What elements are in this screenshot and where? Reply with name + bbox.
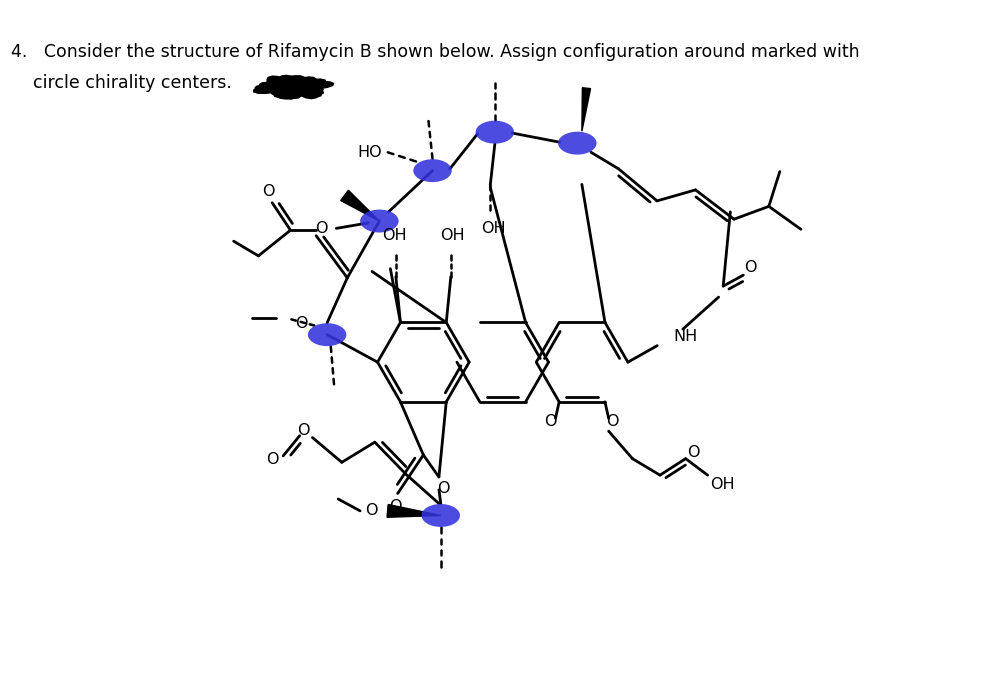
Text: O: O xyxy=(544,415,556,430)
Ellipse shape xyxy=(360,209,399,233)
Text: O: O xyxy=(437,482,450,497)
Text: O: O xyxy=(744,261,757,275)
Ellipse shape xyxy=(422,504,460,527)
Text: circle chirality centers.: circle chirality centers. xyxy=(11,73,231,92)
Polygon shape xyxy=(254,76,315,98)
Polygon shape xyxy=(267,77,324,98)
Text: OH: OH xyxy=(382,228,407,243)
Text: O: O xyxy=(316,221,328,236)
Text: O: O xyxy=(365,503,378,518)
Polygon shape xyxy=(341,190,380,221)
Ellipse shape xyxy=(308,324,347,346)
Polygon shape xyxy=(582,88,590,131)
Text: NH: NH xyxy=(673,329,698,344)
Text: OH: OH xyxy=(481,221,505,236)
Text: O: O xyxy=(606,415,618,430)
Text: O: O xyxy=(266,452,279,467)
Ellipse shape xyxy=(558,132,596,155)
Polygon shape xyxy=(387,505,441,517)
Ellipse shape xyxy=(476,120,514,144)
Text: O: O xyxy=(296,316,308,331)
Polygon shape xyxy=(272,77,326,97)
Text: OH: OH xyxy=(440,228,465,243)
Text: HO: HO xyxy=(358,145,382,160)
Text: O: O xyxy=(263,184,275,199)
Polygon shape xyxy=(255,75,321,99)
Polygon shape xyxy=(260,76,324,99)
Ellipse shape xyxy=(413,159,452,182)
Text: 4.   Consider the structure of Rifamycin B shown below. Assign configuration aro: 4. Consider the structure of Rifamycin B… xyxy=(11,43,860,62)
Text: O: O xyxy=(297,423,310,438)
Text: O: O xyxy=(686,445,699,460)
Text: OH: OH xyxy=(710,477,734,492)
Polygon shape xyxy=(272,76,334,98)
Text: O: O xyxy=(390,499,402,514)
